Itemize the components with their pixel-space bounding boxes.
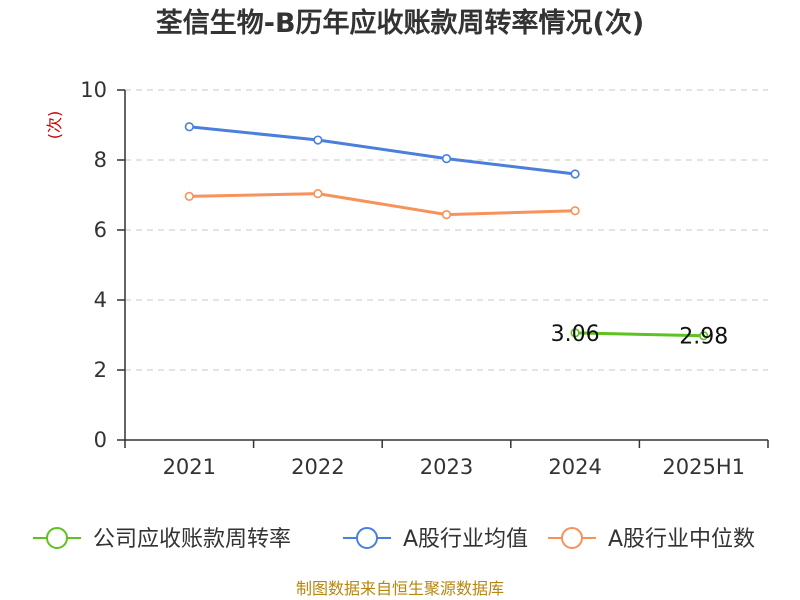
y-tick-label: 4 — [94, 288, 107, 312]
legend-label: 公司应收账款周转率 — [93, 527, 291, 552]
y-tick-label: 8 — [94, 148, 107, 172]
data-point — [570, 169, 580, 179]
series-0: 3.06 2.98 — [551, 322, 729, 350]
legend-label: A股行业中位数 — [608, 527, 755, 552]
chart-title: 荃信生物-B历年应收账款周转率情况(次) — [156, 7, 644, 39]
y-tick-label: 0 — [94, 428, 107, 452]
data-point — [570, 206, 580, 216]
legend-marker — [46, 527, 68, 549]
axes: 0 2 4 6 8 10 2021 2022 2023 2024 2025H1 — [80, 78, 769, 479]
series-line — [189, 125, 576, 176]
data-point — [570, 328, 580, 338]
legend-marker — [356, 527, 378, 549]
source-note: 制图数据来自恒生聚源数据库 — [296, 579, 504, 598]
data-point — [441, 154, 452, 164]
legend-label: A股行业均值 — [403, 527, 528, 552]
data-point — [699, 331, 709, 341]
data-point — [441, 210, 452, 220]
x-tick-label: 2024 — [548, 455, 601, 479]
y-tick-label: 10 — [80, 78, 107, 102]
legend-item-0: 公司应收账款周转率 — [33, 527, 291, 552]
legend-marker — [561, 527, 583, 549]
x-tick-label: 2023 — [420, 455, 473, 479]
gridlines — [125, 89, 768, 371]
y-axis-label: (次) — [45, 111, 64, 140]
data-label: 3.06 — [551, 322, 600, 347]
legend-item-2: A股行业中位数 — [548, 527, 755, 552]
data-point — [184, 122, 194, 132]
series-1 — [184, 122, 580, 179]
y-tick-label: 2 — [94, 358, 107, 382]
y-tick-label: 6 — [94, 218, 107, 242]
series-2 — [184, 189, 580, 220]
legend-item-1: A股行业均值 — [343, 527, 528, 552]
data-point — [184, 191, 194, 201]
series-line — [189, 192, 576, 217]
data-label: 2.98 — [679, 325, 728, 350]
x-tick-label: 2022 — [291, 455, 344, 479]
data-point — [313, 189, 323, 199]
series-group: 3.06 2.98 — [184, 122, 729, 350]
data-point — [313, 135, 323, 145]
legend: 公司应收账款周转率 A股行业均值 A股行业中位数 — [33, 527, 755, 552]
x-tick-label: 2025H1 — [662, 455, 745, 479]
x-tick-label: 2021 — [163, 455, 216, 479]
series-line — [575, 331, 704, 338]
